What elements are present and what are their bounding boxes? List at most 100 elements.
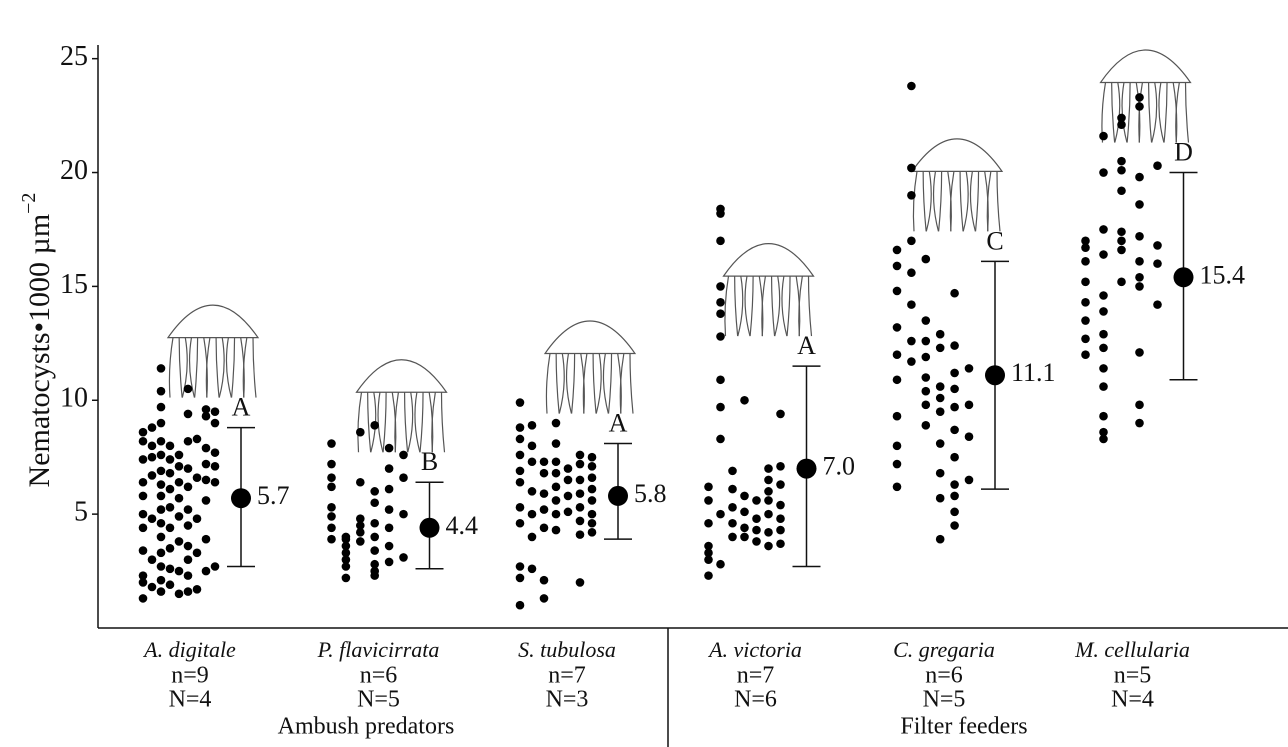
jellyfish-tentacle — [762, 276, 766, 336]
data-point — [148, 442, 157, 451]
data-point — [139, 571, 148, 580]
data-point — [528, 457, 537, 466]
data-point — [950, 289, 959, 298]
data-point — [552, 419, 561, 428]
data-point — [576, 489, 585, 498]
data-point — [576, 530, 585, 539]
data-point — [965, 432, 974, 441]
data-point — [950, 521, 959, 530]
jellyfish-tentacle — [219, 338, 224, 398]
data-point — [576, 460, 585, 469]
data-point — [893, 262, 902, 271]
data-point — [540, 523, 549, 532]
jellyfish-bell — [357, 360, 447, 393]
y-axis-label: Nematocysts•1000 µm−2 — [18, 193, 56, 488]
data-point — [148, 453, 157, 462]
data-point — [516, 398, 525, 407]
data-point — [157, 480, 166, 489]
data-point — [211, 462, 220, 471]
jellyfish-bell — [545, 321, 635, 354]
data-point — [1117, 157, 1126, 166]
data-point — [528, 510, 537, 519]
data-point — [370, 546, 379, 555]
jellyfish-tentacle — [960, 171, 963, 231]
data-point — [716, 282, 725, 291]
data-point — [1099, 168, 1108, 177]
significance-letter: A — [797, 331, 816, 360]
data-point — [1099, 307, 1108, 316]
data-point — [385, 523, 394, 532]
data-point — [157, 403, 166, 412]
jellyfish-tentacle — [745, 276, 750, 336]
jellyfish-tentacle — [216, 338, 219, 398]
data-point — [1081, 237, 1090, 246]
data-point — [1135, 401, 1144, 410]
data-point — [356, 478, 365, 487]
significance-letter: D — [1174, 138, 1193, 167]
jellyfish-tentacle — [593, 354, 596, 414]
data-point — [1099, 291, 1108, 300]
data-point — [764, 510, 773, 519]
data-point — [1099, 364, 1108, 373]
data-point — [764, 542, 773, 551]
data-point — [175, 512, 184, 521]
data-point — [922, 337, 931, 346]
data-point — [327, 512, 336, 521]
jellyfish-tentacle — [195, 338, 198, 398]
n-label: n=6 — [925, 663, 963, 689]
N-label: N=4 — [1111, 687, 1154, 713]
jellyfish-tentacle — [1149, 83, 1152, 143]
data-point — [552, 510, 561, 519]
data-point — [1135, 93, 1144, 102]
jellyfish-tentacle — [809, 276, 812, 336]
N-label: N=5 — [357, 687, 400, 713]
data-point — [148, 555, 157, 564]
data-point — [907, 268, 916, 277]
data-point — [370, 498, 379, 507]
data-point — [175, 567, 184, 576]
data-point — [370, 487, 379, 496]
data-point — [1117, 227, 1126, 236]
data-point — [1153, 300, 1162, 309]
data-point — [139, 428, 148, 437]
data-point — [893, 287, 902, 296]
data-point — [157, 467, 166, 476]
data-point — [907, 357, 916, 366]
data-point — [950, 480, 959, 489]
data-point — [385, 464, 394, 473]
data-point — [540, 594, 549, 603]
data-point — [193, 514, 202, 523]
data-point — [1153, 241, 1162, 250]
data-point — [1099, 344, 1108, 353]
data-point — [370, 533, 379, 542]
jellyfish-tentacle — [997, 171, 1000, 231]
data-point — [211, 419, 220, 428]
data-point — [752, 496, 761, 505]
mean-point — [1174, 267, 1194, 287]
data-point — [764, 464, 773, 473]
data-point — [184, 385, 193, 394]
data-point — [540, 576, 549, 585]
data-point — [1117, 246, 1126, 255]
data-point — [564, 464, 573, 473]
y-tick-label: 5 — [74, 497, 88, 528]
data-point — [588, 528, 597, 537]
data-point — [716, 403, 725, 412]
data-point — [157, 437, 166, 446]
data-point — [893, 350, 902, 359]
data-point — [528, 487, 537, 496]
data-point — [148, 583, 157, 592]
data-point — [540, 457, 549, 466]
data-point — [728, 503, 737, 512]
data-point — [752, 526, 761, 535]
N-label: N=6 — [734, 687, 777, 713]
data-point — [1117, 237, 1126, 246]
jellyfish-tentacle — [408, 392, 413, 452]
jellyfish-tentacle — [420, 392, 423, 452]
jellyfish-tentacle — [556, 354, 559, 414]
jellyfish-bell — [168, 305, 258, 338]
data-point — [936, 330, 945, 339]
data-point — [564, 508, 573, 517]
data-point — [576, 503, 585, 512]
data-point — [764, 487, 773, 496]
